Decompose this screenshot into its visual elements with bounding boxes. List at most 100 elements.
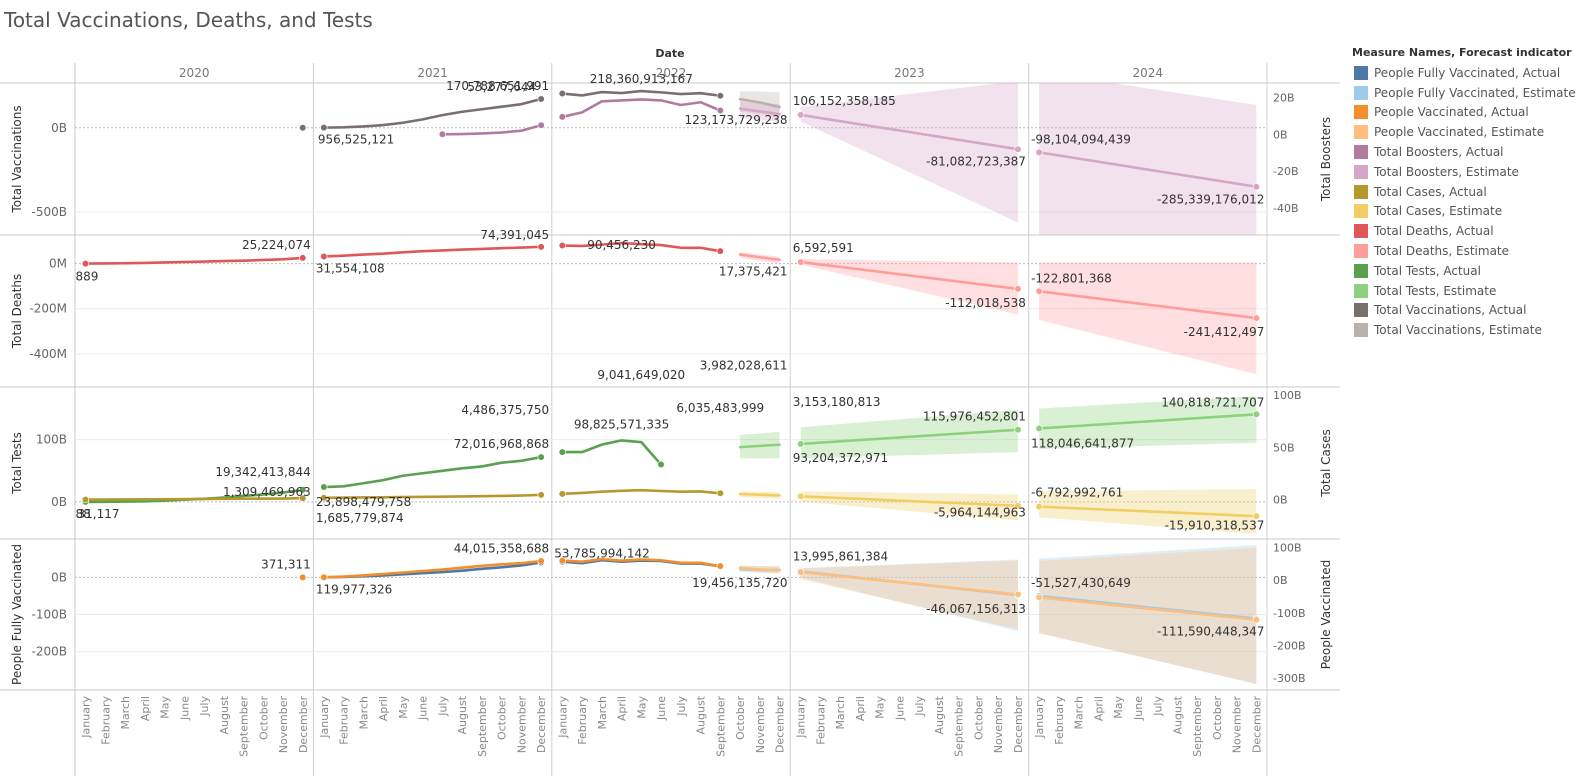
data-label: 170,788,651,991 — [446, 79, 549, 93]
month-tick-label: August — [695, 695, 708, 734]
data-label: -98,104,094,439 — [1031, 132, 1131, 146]
data-point — [558, 448, 566, 456]
month-tick-label: October — [972, 696, 985, 740]
series-line — [799, 494, 1020, 508]
data-label: 90,456,230 — [587, 238, 656, 252]
panel-plot-area — [75, 83, 1267, 235]
month-tick-label: November — [992, 696, 1005, 754]
left-tick-label: 100B — [36, 433, 67, 447]
data-point — [558, 113, 566, 121]
series-line — [560, 488, 722, 496]
data-point — [1014, 590, 1022, 599]
right-tick-label: -40B — [1273, 202, 1299, 215]
legend-item[interactable]: Total Vaccinations, Estimate — [1352, 320, 1577, 340]
right-tick-label: 100B — [1273, 389, 1302, 402]
data-label: 88 — [76, 507, 91, 521]
data-label: 44,015,358,688 — [454, 541, 549, 555]
series-line — [799, 113, 1020, 151]
legend-label: Total Cases, Estimate — [1374, 204, 1503, 219]
month-tick-label: July — [198, 696, 211, 717]
legend-item[interactable]: Total Boosters, Actual — [1352, 142, 1577, 162]
month-tick-label: July — [675, 696, 688, 717]
legend-label: People Fully Vaccinated, Actual — [1374, 65, 1561, 80]
data-point — [716, 489, 724, 497]
data-point — [299, 494, 307, 502]
month-tick-label: June — [178, 696, 191, 721]
series-line — [322, 97, 543, 129]
series-line — [322, 493, 543, 500]
legend-item[interactable]: People Fully Vaccinated, Estimate — [1352, 83, 1577, 103]
legend-item[interactable]: People Fully Vaccinated, Actual — [1352, 63, 1577, 83]
legend-item[interactable]: Total Tests, Estimate — [1352, 281, 1577, 301]
data-point — [320, 124, 328, 132]
right-tick-label: -100B — [1273, 607, 1306, 620]
data-label: 53,277,644 — [467, 80, 536, 94]
month-tick-label: November — [515, 696, 528, 754]
data-point — [320, 573, 328, 581]
data-point — [716, 92, 724, 100]
legend-item[interactable]: Total Deaths, Actual — [1352, 221, 1577, 241]
series-line — [738, 443, 781, 449]
series-line — [560, 89, 722, 98]
forecast-band — [1039, 545, 1257, 684]
forecast-band — [800, 83, 1018, 223]
data-label: 106,152,358,185 — [793, 94, 896, 108]
legend-item[interactable]: Total Deaths, Estimate — [1352, 241, 1577, 261]
data-point — [797, 111, 805, 119]
forecast-band — [800, 560, 1018, 630]
legend-item[interactable]: Total Cases, Actual — [1352, 182, 1577, 202]
legend-label: People Vaccinated, Estimate — [1374, 125, 1545, 140]
data-point — [320, 483, 328, 491]
data-label: 19,342,413,844 — [215, 465, 310, 479]
legend-swatch — [1354, 283, 1368, 298]
legend-item[interactable]: People Vaccinated, Estimate — [1352, 122, 1577, 142]
data-label: -111,590,448,347 — [1157, 625, 1264, 639]
data-label: 956,525,121 — [318, 133, 394, 147]
legend-item[interactable]: Total Boosters, Estimate — [1352, 162, 1577, 182]
data-label: -15,910,318,537 — [1165, 518, 1265, 532]
series-line — [738, 566, 781, 572]
month-tick-label: December — [535, 696, 548, 754]
series-line — [799, 428, 1020, 446]
panel-plot-area — [75, 241, 1267, 375]
legend-item[interactable]: Total Vaccinations, Actual — [1352, 301, 1577, 321]
legend-label: Total Boosters, Estimate — [1374, 164, 1519, 179]
series-line — [738, 253, 781, 262]
series-line — [560, 557, 722, 568]
data-point — [299, 254, 307, 262]
month-tick-label: September — [714, 696, 727, 757]
month-tick-label: June — [655, 696, 668, 721]
x-axis-title: Date — [655, 47, 684, 60]
data-point — [1252, 410, 1260, 418]
month-tick-label: July — [913, 696, 926, 717]
legend-item[interactable]: Total Cases, Estimate — [1352, 202, 1577, 222]
data-point — [797, 258, 805, 266]
data-point — [1014, 285, 1022, 293]
data-point — [1252, 314, 1260, 322]
forecast-band — [1039, 262, 1257, 375]
series-line — [1037, 151, 1258, 189]
left-tick-label: -100B — [32, 608, 67, 622]
data-label: 140,818,721,707 — [1161, 395, 1264, 409]
data-label: 17,375,421 — [719, 265, 788, 279]
right-tick-label: 0B — [1273, 128, 1288, 141]
data-point — [1035, 287, 1043, 295]
month-tick-label: April — [616, 696, 629, 721]
page-title: Total Vaccinations, Deaths, and Tests — [4, 8, 373, 32]
data-point — [1035, 593, 1043, 602]
data-point — [558, 89, 566, 98]
month-tick-label: December — [1012, 696, 1025, 754]
series-line — [84, 496, 305, 501]
legend-item[interactable]: Total Tests, Actual — [1352, 261, 1577, 281]
data-point — [537, 95, 545, 103]
data-label: 123,173,729,238 — [684, 113, 787, 127]
data-label: 118,046,641,877 — [1031, 436, 1134, 450]
legend-label: Total Boosters, Actual — [1374, 145, 1504, 160]
data-point — [537, 453, 545, 461]
year-header: 2021 — [417, 66, 448, 80]
legend-swatch — [1354, 244, 1368, 259]
series-line — [560, 98, 722, 119]
month-tick-label: January — [80, 696, 93, 739]
legend-item[interactable]: People Vaccinated, Actual — [1352, 103, 1577, 123]
month-tick-label: November — [754, 696, 767, 754]
